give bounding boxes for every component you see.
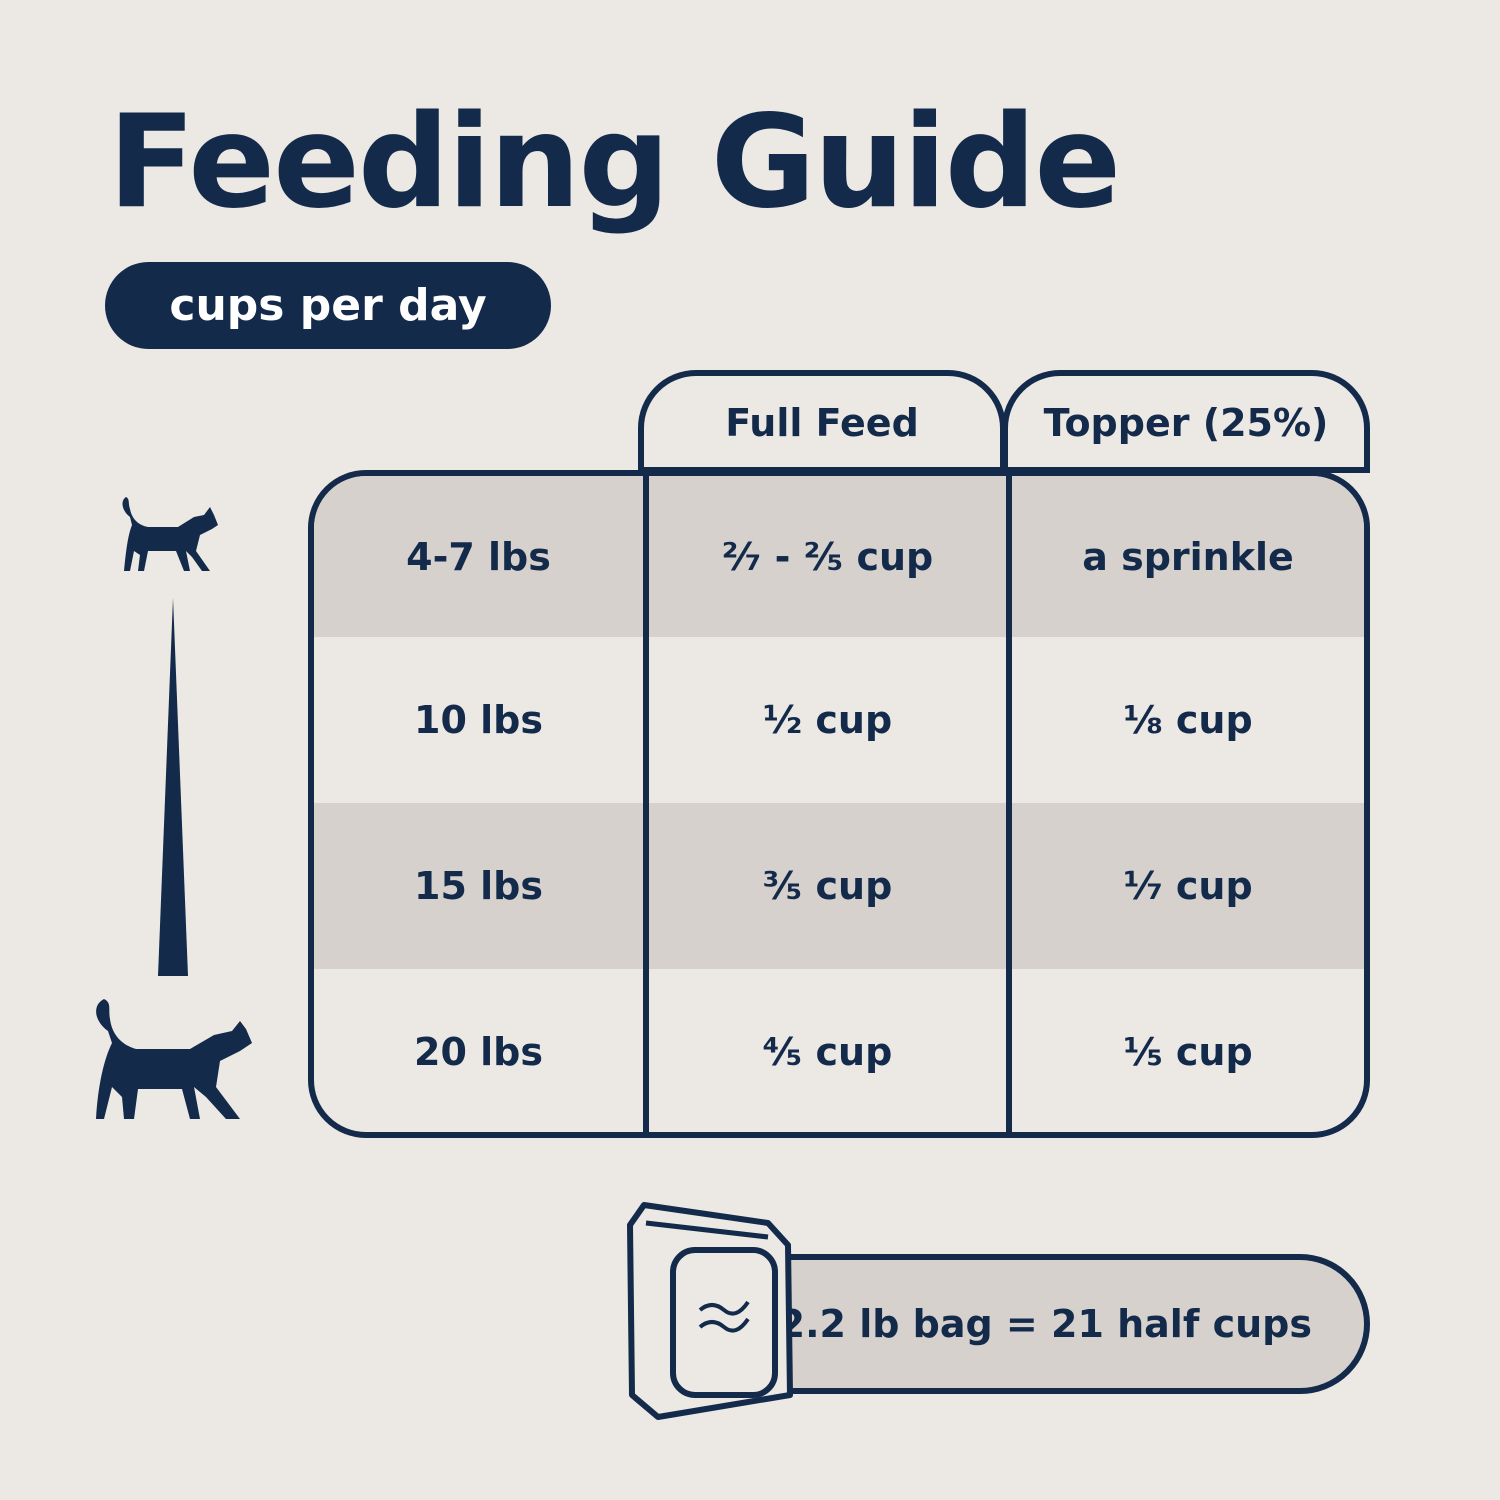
header-divider bbox=[640, 467, 1370, 473]
bag-note-text: 2.2 lb bag = 21 half cups bbox=[778, 1302, 1312, 1346]
food-bag-icon bbox=[627, 1202, 793, 1420]
full-feed-cell: ²⁄₇ - ²⁄₅ cup bbox=[643, 476, 1006, 637]
large-cat-icon bbox=[96, 999, 252, 1119]
small-cat-icon bbox=[122, 497, 218, 571]
weight-cell: 15 lbs bbox=[414, 864, 543, 908]
weight-cell: 20 lbs bbox=[414, 1030, 543, 1074]
unit-pill: cups per day bbox=[105, 262, 551, 349]
page-title: Feeding Guide bbox=[108, 88, 1121, 237]
topper-cell: ⅛ cup bbox=[1006, 637, 1364, 803]
full-feed-cell: ³⁄₅ cup bbox=[643, 803, 1006, 969]
full-feed-cell: ½ cup bbox=[643, 637, 1006, 803]
column-header-full-feed: Full Feed bbox=[638, 370, 1006, 470]
table-row: 20 lbs ⁴⁄₅ cup ⅕ cup bbox=[314, 969, 1364, 1132]
topper-cell: ⅕ cup bbox=[1006, 969, 1364, 1132]
full-feed-cell: ⁴⁄₅ cup bbox=[643, 969, 1006, 1132]
feeding-table: 4-7 lbs ²⁄₇ - ²⁄₅ cup a sprinkle 10 lbs … bbox=[308, 470, 1370, 1138]
topper-cell: a sprinkle bbox=[1006, 476, 1364, 637]
table-row: 4-7 lbs ²⁄₇ - ²⁄₅ cup a sprinkle bbox=[314, 476, 1364, 637]
table-row: 10 lbs ½ cup ⅛ cup bbox=[314, 637, 1364, 803]
weight-cell: 10 lbs bbox=[414, 698, 543, 742]
table-row: 15 lbs ³⁄₅ cup ⅐ cup bbox=[314, 803, 1364, 969]
column-header-topper: Topper (25%) bbox=[1002, 370, 1370, 470]
size-scale-icon bbox=[158, 598, 188, 976]
bag-note: 2.2 lb bag = 21 half cups bbox=[760, 1254, 1370, 1394]
weight-cell: 4-7 lbs bbox=[406, 534, 551, 579]
topper-cell: ⅐ cup bbox=[1006, 803, 1364, 969]
